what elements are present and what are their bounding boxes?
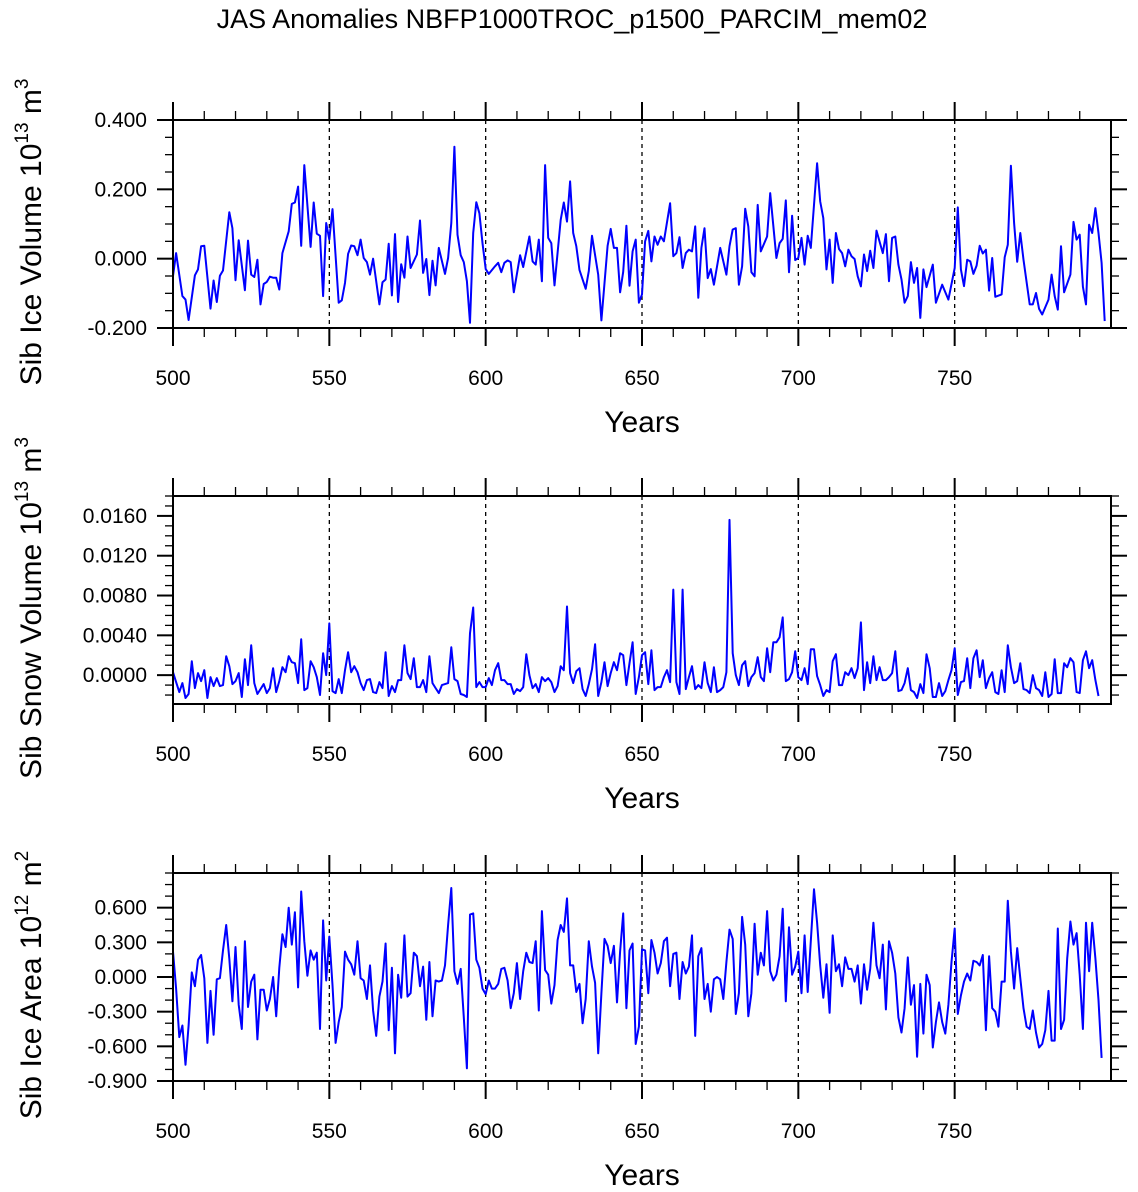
y-axis-title-exponent: 12 — [12, 895, 33, 916]
y-tick-label: -0.300 — [87, 1001, 147, 1024]
x-axis-title: Years — [604, 782, 680, 815]
x-tick-label: 500 — [155, 1120, 190, 1143]
y-tick-label: 0.0000 — [83, 664, 147, 687]
panel-2: 500 550 600 650 700 750 Years 0.0160 0.0120 0.008… — [12, 437, 1127, 815]
y-tick-label: 0.200 — [94, 178, 147, 201]
y-axis-title-exponent: 3 — [12, 437, 33, 448]
y-tick-label: 0.000 — [94, 966, 147, 989]
y-tick-label: 0.0160 — [83, 505, 147, 528]
y-axis-title-exponent: 2 — [12, 851, 33, 862]
y-tick-label: -0.200 — [87, 317, 147, 340]
y-axis-title-exponent: 3 — [12, 79, 33, 90]
x-tick-label: 700 — [781, 367, 816, 390]
y-tick-label: -0.900 — [87, 1070, 147, 1093]
y-axis-title-text: m — [15, 861, 48, 894]
x-tick-label: 650 — [624, 1120, 659, 1143]
x-tick-label: 600 — [468, 743, 503, 766]
y-tick-label: 0.0120 — [83, 545, 147, 568]
y-tick-label: 0.0080 — [83, 585, 147, 608]
data-series-line — [172, 518, 1100, 699]
y-tick-label: -0.600 — [87, 1035, 147, 1058]
y-axis-title-text: Sib Snow Volume 10 — [15, 502, 48, 779]
y-axis-title-text: m — [15, 89, 48, 122]
x-tick-label: 550 — [312, 1120, 347, 1143]
x-tick-label: 650 — [624, 367, 659, 390]
x-tick-label: 750 — [937, 367, 972, 390]
y-axis-title-exponent: 13 — [12, 481, 33, 502]
y-tick-label: 0.600 — [94, 897, 147, 920]
data-series-line — [172, 145, 1106, 324]
y-axis-title: Sib Snow Volume 1013 m3 — [12, 437, 48, 779]
x-tick-label: 650 — [624, 743, 659, 766]
x-tick-label: 500 — [155, 743, 190, 766]
y-axis-title-text: m — [15, 448, 48, 481]
x-tick-label: 550 — [312, 743, 347, 766]
y-axis-title: Sib Ice Volume 1013 m3 — [12, 79, 48, 386]
x-tick-label: 500 — [155, 367, 190, 390]
x-tick-label: 750 — [937, 1120, 972, 1143]
x-tick-label: 700 — [781, 1120, 816, 1143]
panel-1: 500 550 600 650 700 750 Years 0.400 0.200 0.000 -0… — [12, 79, 1127, 439]
x-tick-label: 750 — [937, 743, 972, 766]
y-axis-title-text: Sib Ice Volume 10 — [15, 144, 48, 386]
y-axis-title-exponent: 13 — [12, 122, 33, 143]
y-tick-label: 0.000 — [94, 248, 147, 271]
chart-title: JAS Anomalies NBFP1000TROC_p1500_PARCIM_… — [217, 4, 928, 34]
x-tick-label: 600 — [468, 367, 503, 390]
x-axis-title: Years — [604, 406, 680, 439]
y-axis-title: Sib Ice Area 1012 m2 — [12, 851, 48, 1120]
x-tick-label: 700 — [781, 743, 816, 766]
y-tick-label: 0.400 — [94, 109, 147, 132]
x-tick-label: 600 — [468, 1120, 503, 1143]
panel-3: 500 550 600 650 700 750 Years 0.600 0.300 0.000 -0… — [12, 851, 1127, 1192]
x-tick-label: 550 — [312, 367, 347, 390]
x-axis-title: Years — [604, 1159, 680, 1192]
y-tick-label: 0.300 — [94, 931, 147, 954]
y-axis-title-text: Sib Ice Area 10 — [15, 916, 48, 1119]
y-tick-label: 0.0040 — [83, 624, 147, 647]
data-series-line — [172, 887, 1103, 1070]
